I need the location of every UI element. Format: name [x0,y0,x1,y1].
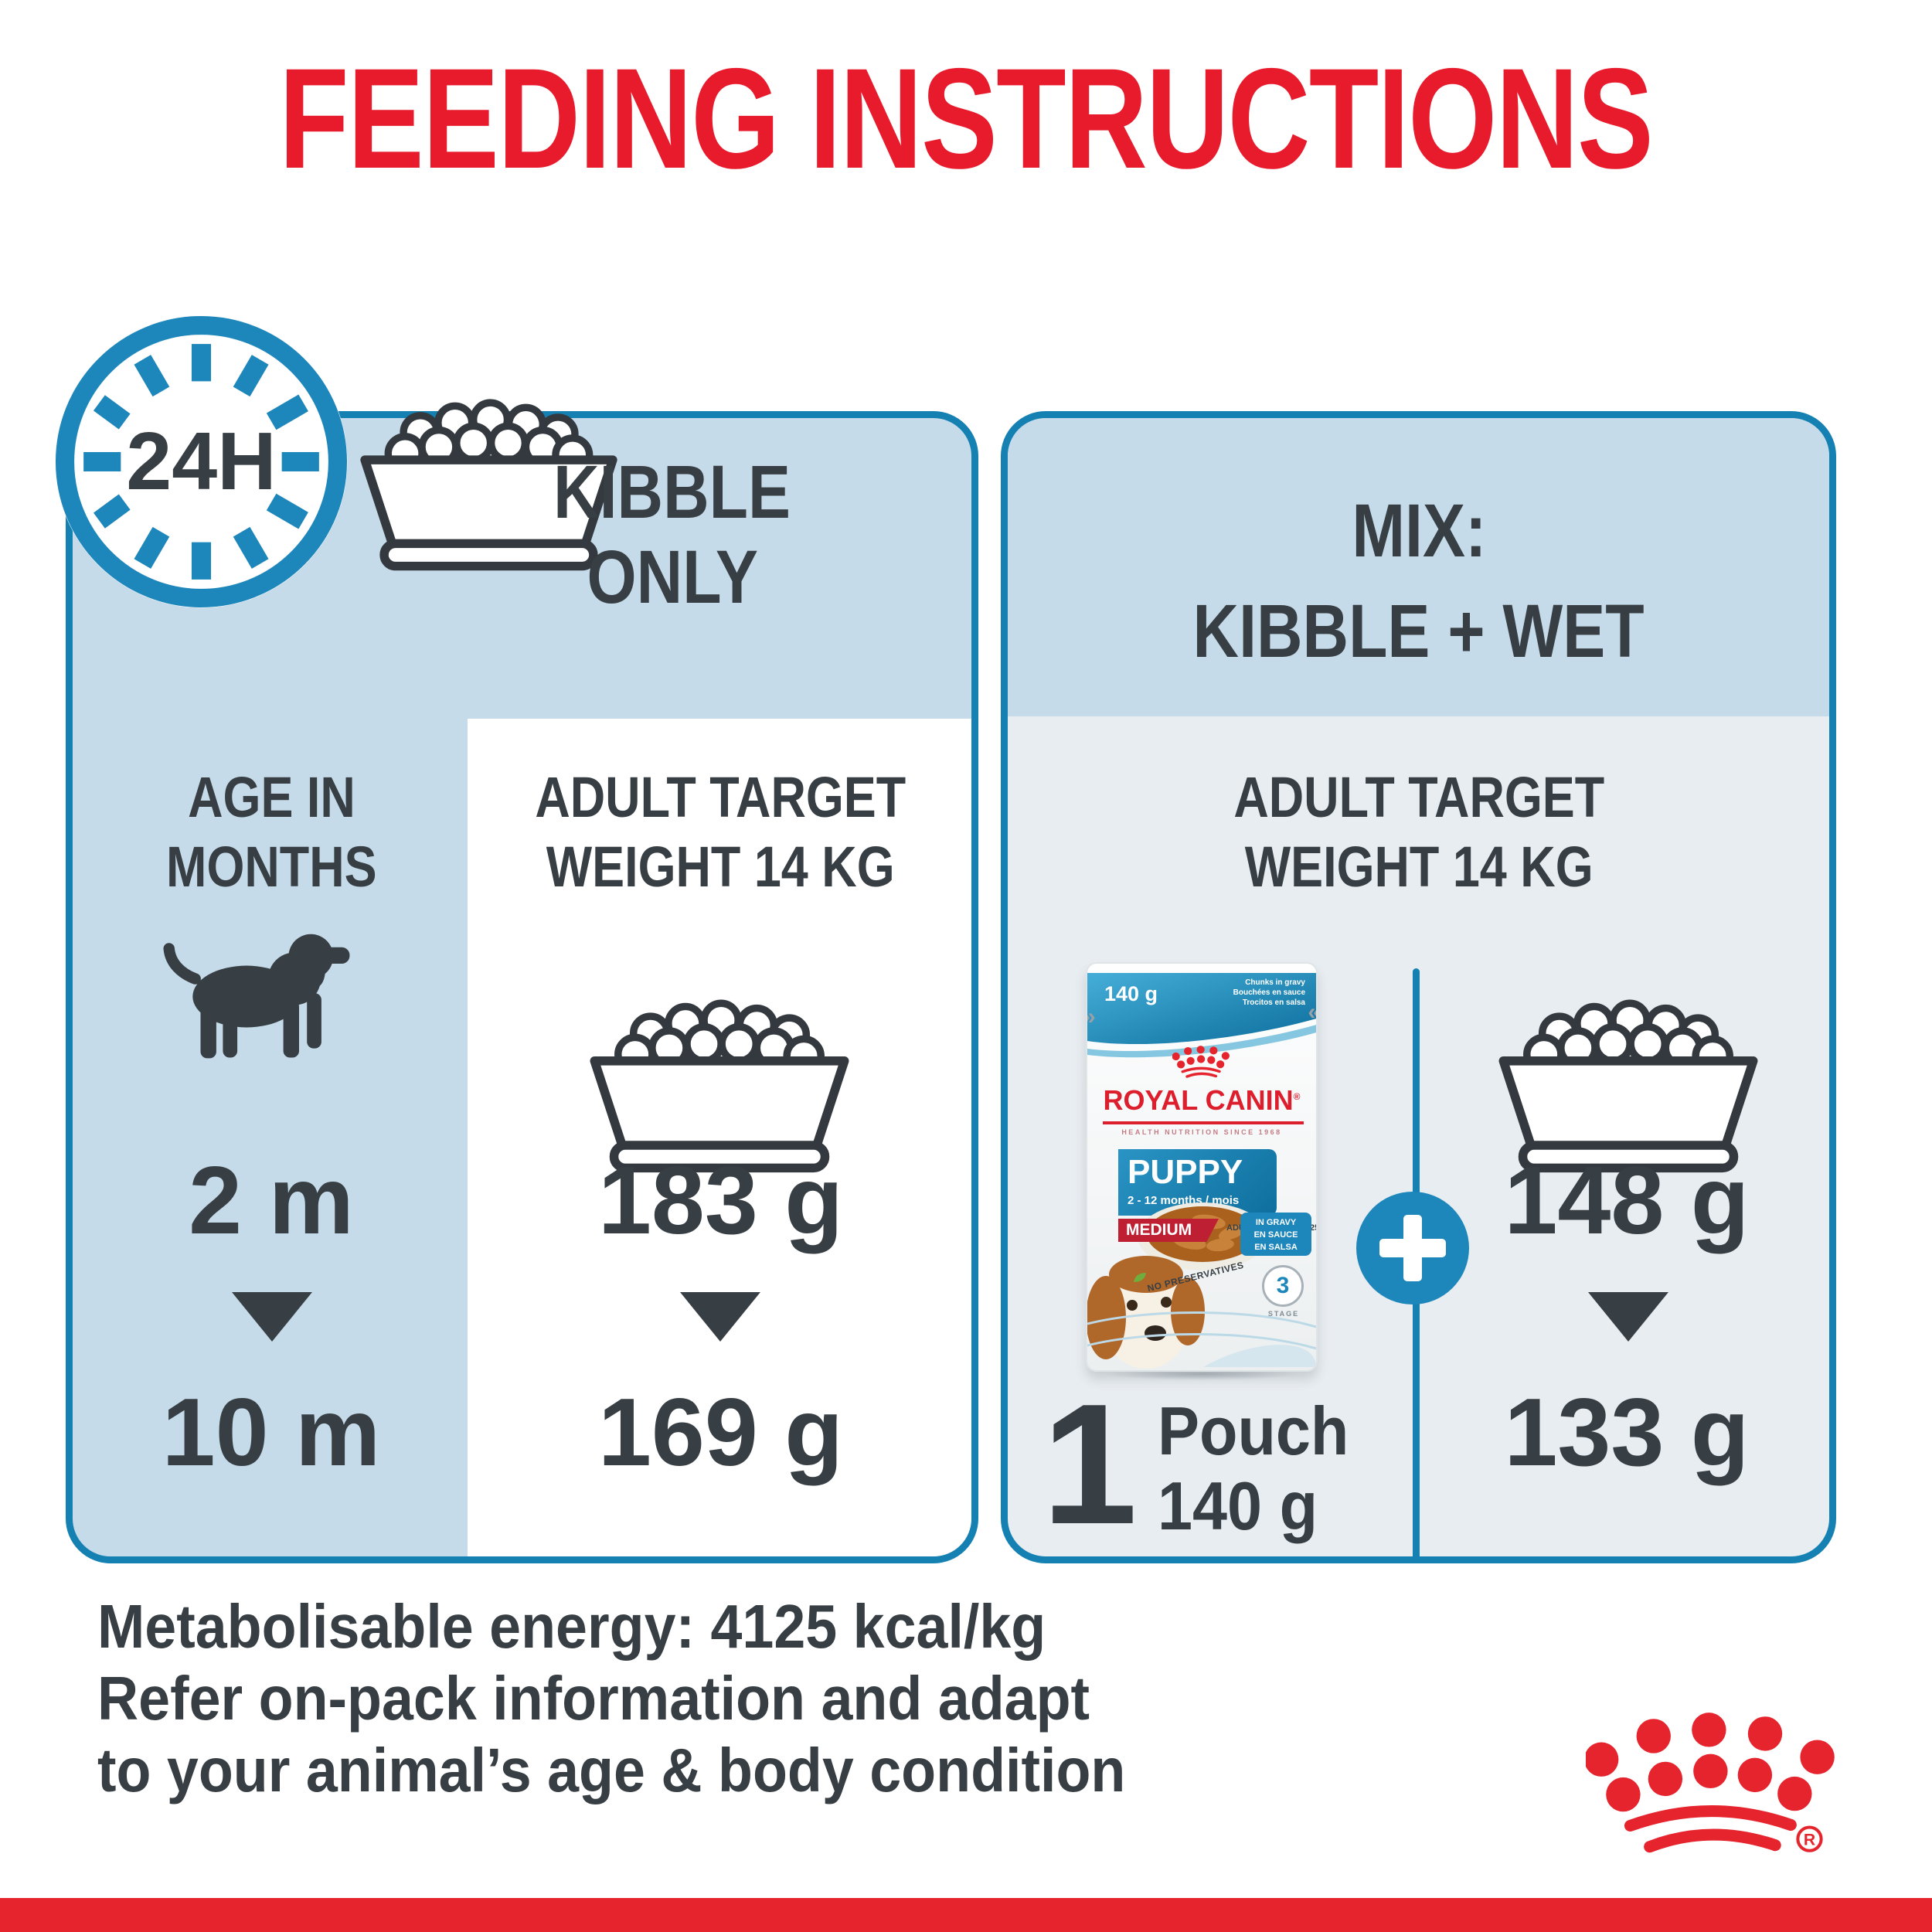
brand-tagline: HEALTH NUTRITION SINCE 1968 [1121,1128,1282,1136]
mix-target-weight-line2: WEIGHT 14 KG [1244,835,1594,899]
pouch-body: 140 g Chunks in gravy Bouchées en sauce … [1086,962,1318,1372]
page-title-text: FEEDING INSTRUCTIONS [279,39,1655,199]
mix-kibble-amount-start: 148 g [1504,1148,1750,1254]
kibble-only-title-line1: KIBBLE [553,450,791,534]
stage-badge: 3 [1262,1265,1304,1307]
age-start-value: 2 m [189,1148,354,1254]
footer-line3: to your animal’s age & body condition [97,1736,1126,1804]
age-header-line1: AGE IN [187,765,355,829]
puppy-silhouette-icon [163,934,350,1059]
kibble-amount-end: 169 g [597,1379,844,1486]
brand-rule [1103,1121,1304,1124]
footer-note: Metabolisable energy: 4125 kcal/kg Refer… [97,1590,1215,1806]
tear-notch-icon: « [1308,999,1316,1026]
kibble-amount-start: 183 g [597,1148,844,1254]
down-arrow-icon [1588,1292,1668,1342]
pouch-quantity: 1 [1042,1369,1138,1560]
tear-notch-icon: » [1087,1004,1096,1030]
crown-logo-icon [1172,1044,1234,1081]
target-weight-header-line2: WEIGHT 14 KG [546,835,895,899]
down-arrow-icon [680,1292,760,1342]
pouch-weight-badge: 140 g [1104,982,1158,1005]
size-ribbon: MEDIUM [1118,1219,1219,1242]
kibble-only-title-line2: ONLY [587,535,758,619]
plus-icon [1356,1192,1469,1304]
pouch-product-image: 140 g Chunks in gravy Bouchées en sauce … [1086,962,1318,1372]
pouch-quantity-weight: 140 g [1158,1468,1318,1544]
age-end-value: 10 m [162,1379,381,1486]
brand-name: ROYAL CANIN® [1103,1084,1301,1116]
stage-label: STAGE [1267,1310,1300,1318]
mix-title-line1: MIX: [1351,488,1487,573]
svg-text:R: R [1804,1832,1815,1849]
footer-line1: Metabolisable energy: 4125 kcal/kg [97,1592,1046,1661]
mix-panel-header-band [1008,418,1829,716]
bottom-red-bar [0,1898,1932,1932]
mix-target-weight-line1: ADULT TARGET [1233,765,1604,829]
footer-line2: Refer on-pack information and adapt [97,1664,1090,1733]
mix-panel [1001,411,1836,1563]
down-arrow-icon [232,1292,312,1342]
leaf-icon [1134,1273,1146,1282]
clock-label: 24H [126,416,277,507]
kibble-only-panel [66,411,978,1563]
royal-canin-crown-logo: R [1586,1706,1855,1866]
mix-title-line2: KIBBLE + WET [1192,589,1645,673]
age-header-line2: MONTHS [165,835,377,899]
mix-kibble-amount-end: 133 g [1504,1379,1750,1486]
target-weight-header-line1: ADULT TARGET [535,765,906,829]
pouch-wave-decoration [1087,1311,1316,1367]
page-title: FEEDING INSTRUCTIONS [0,48,1932,191]
pouch-description: Chunks in gravy Bouchées en sauce Trocit… [1233,978,1305,1007]
pouch-quantity-label: Pouch [1158,1393,1349,1469]
in-gravy-badge: IN GRAVY EN SAUCE EN SALSA [1240,1213,1311,1256]
product-name: PUPPY [1128,1153,1243,1191]
24h-clock-icon [55,315,348,608]
